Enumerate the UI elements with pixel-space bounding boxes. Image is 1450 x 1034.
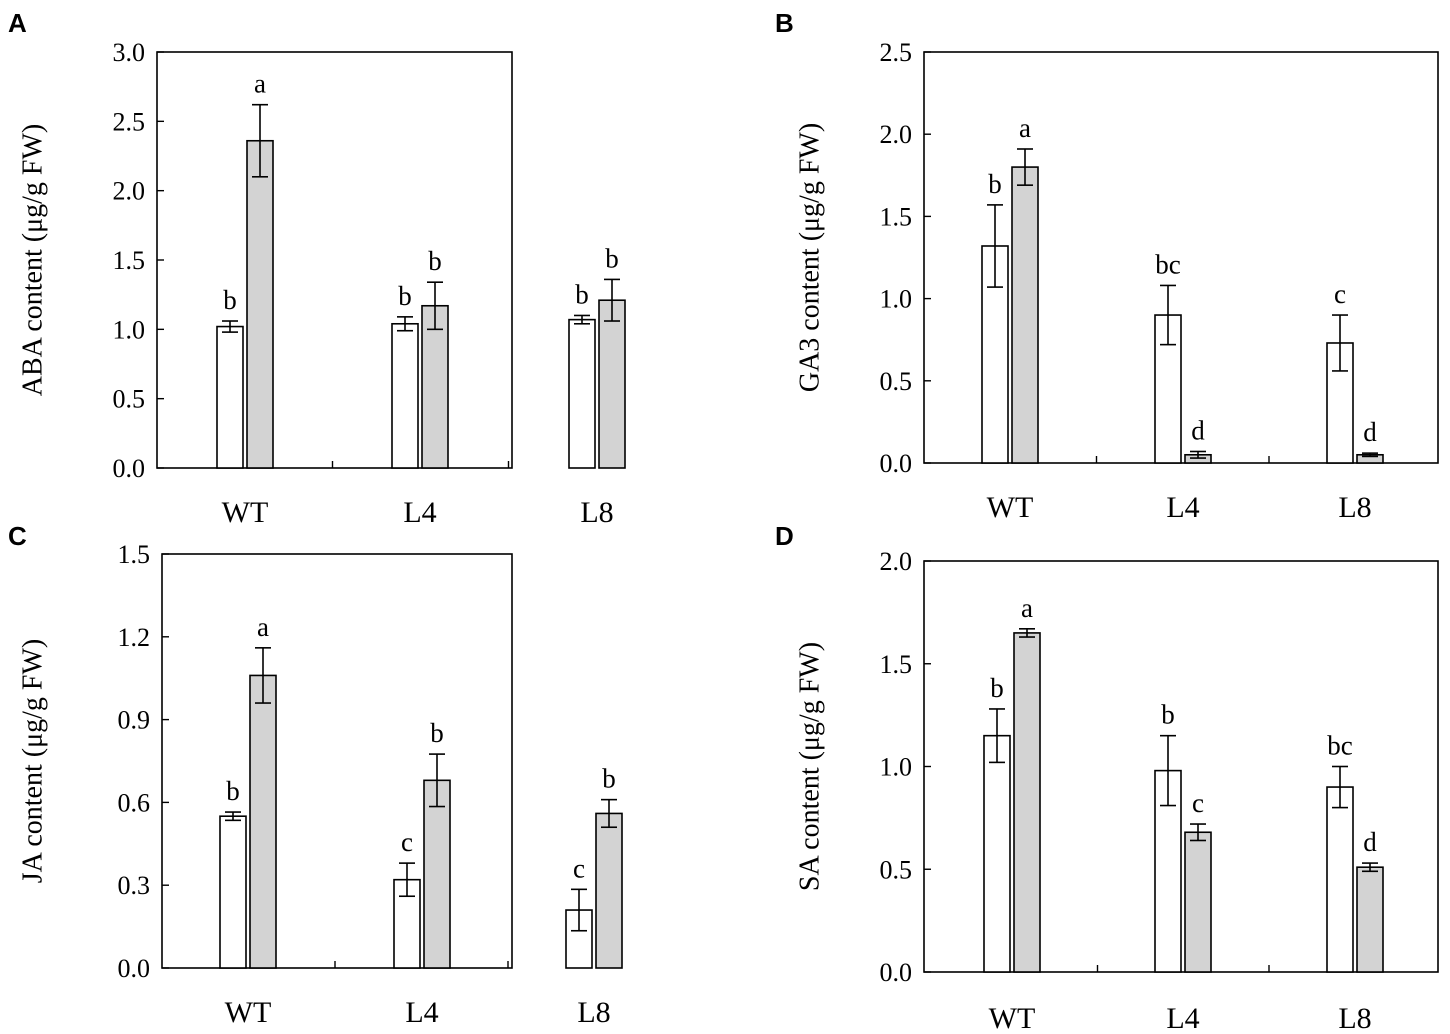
panel-label: D	[775, 521, 794, 551]
panel-d: D 0.0 0.5 1.0 1.5 2.0 SA content (μg/g FW) WT L4…	[775, 521, 1439, 1034]
y-axis-label: GA3 content (μg/g FW)	[794, 123, 825, 392]
y-tick-label: 2.0	[880, 547, 913, 576]
significance-label: b	[605, 243, 619, 273]
panel-a: A 0.0 0.5 1.0 1.5 2.0 2.5 3.0 ABA content (μg/g …	[8, 8, 626, 529]
bar-control	[568, 318, 596, 469]
bar-control	[391, 322, 419, 469]
significance-label: a	[1021, 593, 1033, 623]
significance-label: b	[223, 285, 237, 315]
y-tick-label: 0.6	[118, 788, 151, 817]
bar-control	[216, 325, 244, 469]
bar-treatment	[1013, 632, 1041, 973]
y-tick-label: 3.0	[113, 38, 146, 67]
significance-label: c	[1334, 279, 1346, 309]
significance-label: bc	[1155, 249, 1181, 279]
y-tick-label: 0.0	[880, 958, 913, 987]
y-tick-label: 1.0	[880, 753, 913, 782]
y-tick-label: 1.2	[118, 623, 151, 652]
bar-treatment	[246, 139, 274, 469]
x-category-label: L8	[1338, 491, 1371, 524]
y-tick-label: 1.0	[113, 315, 146, 344]
x-category-label: L4	[403, 496, 436, 529]
bar-treatment	[1011, 166, 1039, 464]
significance-label: c	[1192, 788, 1204, 818]
plot-frame	[156, 51, 513, 469]
bar-control	[983, 734, 1011, 973]
significance-label: b	[428, 246, 442, 276]
y-tick-label: 1.5	[113, 246, 146, 275]
y-tick-label: 2.5	[880, 38, 913, 67]
significance-label: b	[1161, 700, 1175, 730]
significance-label: d	[1363, 417, 1377, 447]
bar-control	[1326, 786, 1354, 973]
panel-label: B	[775, 8, 794, 38]
y-tick-label: 2.0	[113, 177, 146, 206]
x-category-label: L4	[1166, 491, 1199, 524]
bar-treatment	[1356, 866, 1384, 973]
significance-label: a	[257, 612, 269, 642]
y-tick-label: 1.5	[118, 540, 151, 569]
significance-label: b	[226, 776, 240, 806]
y-tick-label: 1.0	[880, 285, 913, 314]
x-category-label: L4	[405, 996, 438, 1029]
significance-label: b	[988, 169, 1002, 199]
y-axis-label: JA content (μg/g FW)	[17, 639, 48, 883]
y-tick-label: 0.0	[113, 454, 146, 483]
significance-label: b	[398, 281, 412, 311]
x-category-label: WT	[989, 1002, 1036, 1034]
bar-treatment	[598, 299, 626, 469]
x-category-label: WT	[987, 491, 1034, 524]
y-tick-label: 2.0	[880, 120, 913, 149]
significance-label: c	[573, 853, 585, 883]
y-tick-label: 0.0	[880, 449, 913, 478]
y-axis-label: ABA content (μg/g FW)	[17, 124, 48, 396]
y-tick-label: 0.3	[118, 871, 151, 900]
y-tick-label: 0.0	[118, 954, 151, 983]
panel-label: C	[8, 521, 27, 551]
x-category-label: WT	[222, 496, 269, 529]
x-category-label: L8	[1338, 1002, 1371, 1034]
significance-label: a	[254, 69, 266, 99]
significance-label: d	[1191, 415, 1205, 445]
significance-label: b	[430, 718, 444, 748]
x-category-label: L8	[580, 496, 613, 529]
panel-label: A	[8, 8, 27, 38]
x-category-label: WT	[225, 996, 272, 1029]
bar-treatment	[249, 674, 277, 969]
plot-frame	[161, 553, 513, 969]
significance-label: bc	[1327, 731, 1353, 761]
panel-c: C 0.0 0.3 0.6 0.9 1.2 1.5 JA content (μg/g FW) W…	[8, 521, 623, 1029]
y-axis-label: SA content (μg/g FW)	[794, 642, 825, 891]
bar-treatment	[1184, 831, 1212, 973]
bar-treatment	[423, 779, 451, 969]
y-tick-label: 0.9	[118, 706, 151, 735]
significance-label: b	[575, 279, 589, 309]
significance-label: c	[401, 827, 413, 857]
y-tick-label: 1.5	[880, 202, 913, 231]
y-tick-label: 0.5	[880, 855, 913, 884]
bar-treatment	[595, 812, 623, 969]
bar-control	[219, 815, 247, 969]
y-tick-label: 2.5	[113, 107, 146, 136]
y-tick-label: 1.5	[880, 650, 913, 679]
x-category-label: L4	[1166, 1002, 1199, 1034]
significance-label: b	[602, 764, 616, 794]
significance-label: a	[1019, 113, 1031, 143]
significance-label: d	[1363, 827, 1377, 857]
y-tick-label: 0.5	[880, 367, 913, 396]
panel-b: B 0.0 0.5 1.0 1.5 2.0 2.5 GA3 content (μg/g FW)…	[775, 8, 1439, 524]
y-tick-label: 0.5	[113, 385, 146, 414]
significance-label: b	[990, 673, 1004, 703]
x-category-label: L8	[577, 996, 610, 1029]
